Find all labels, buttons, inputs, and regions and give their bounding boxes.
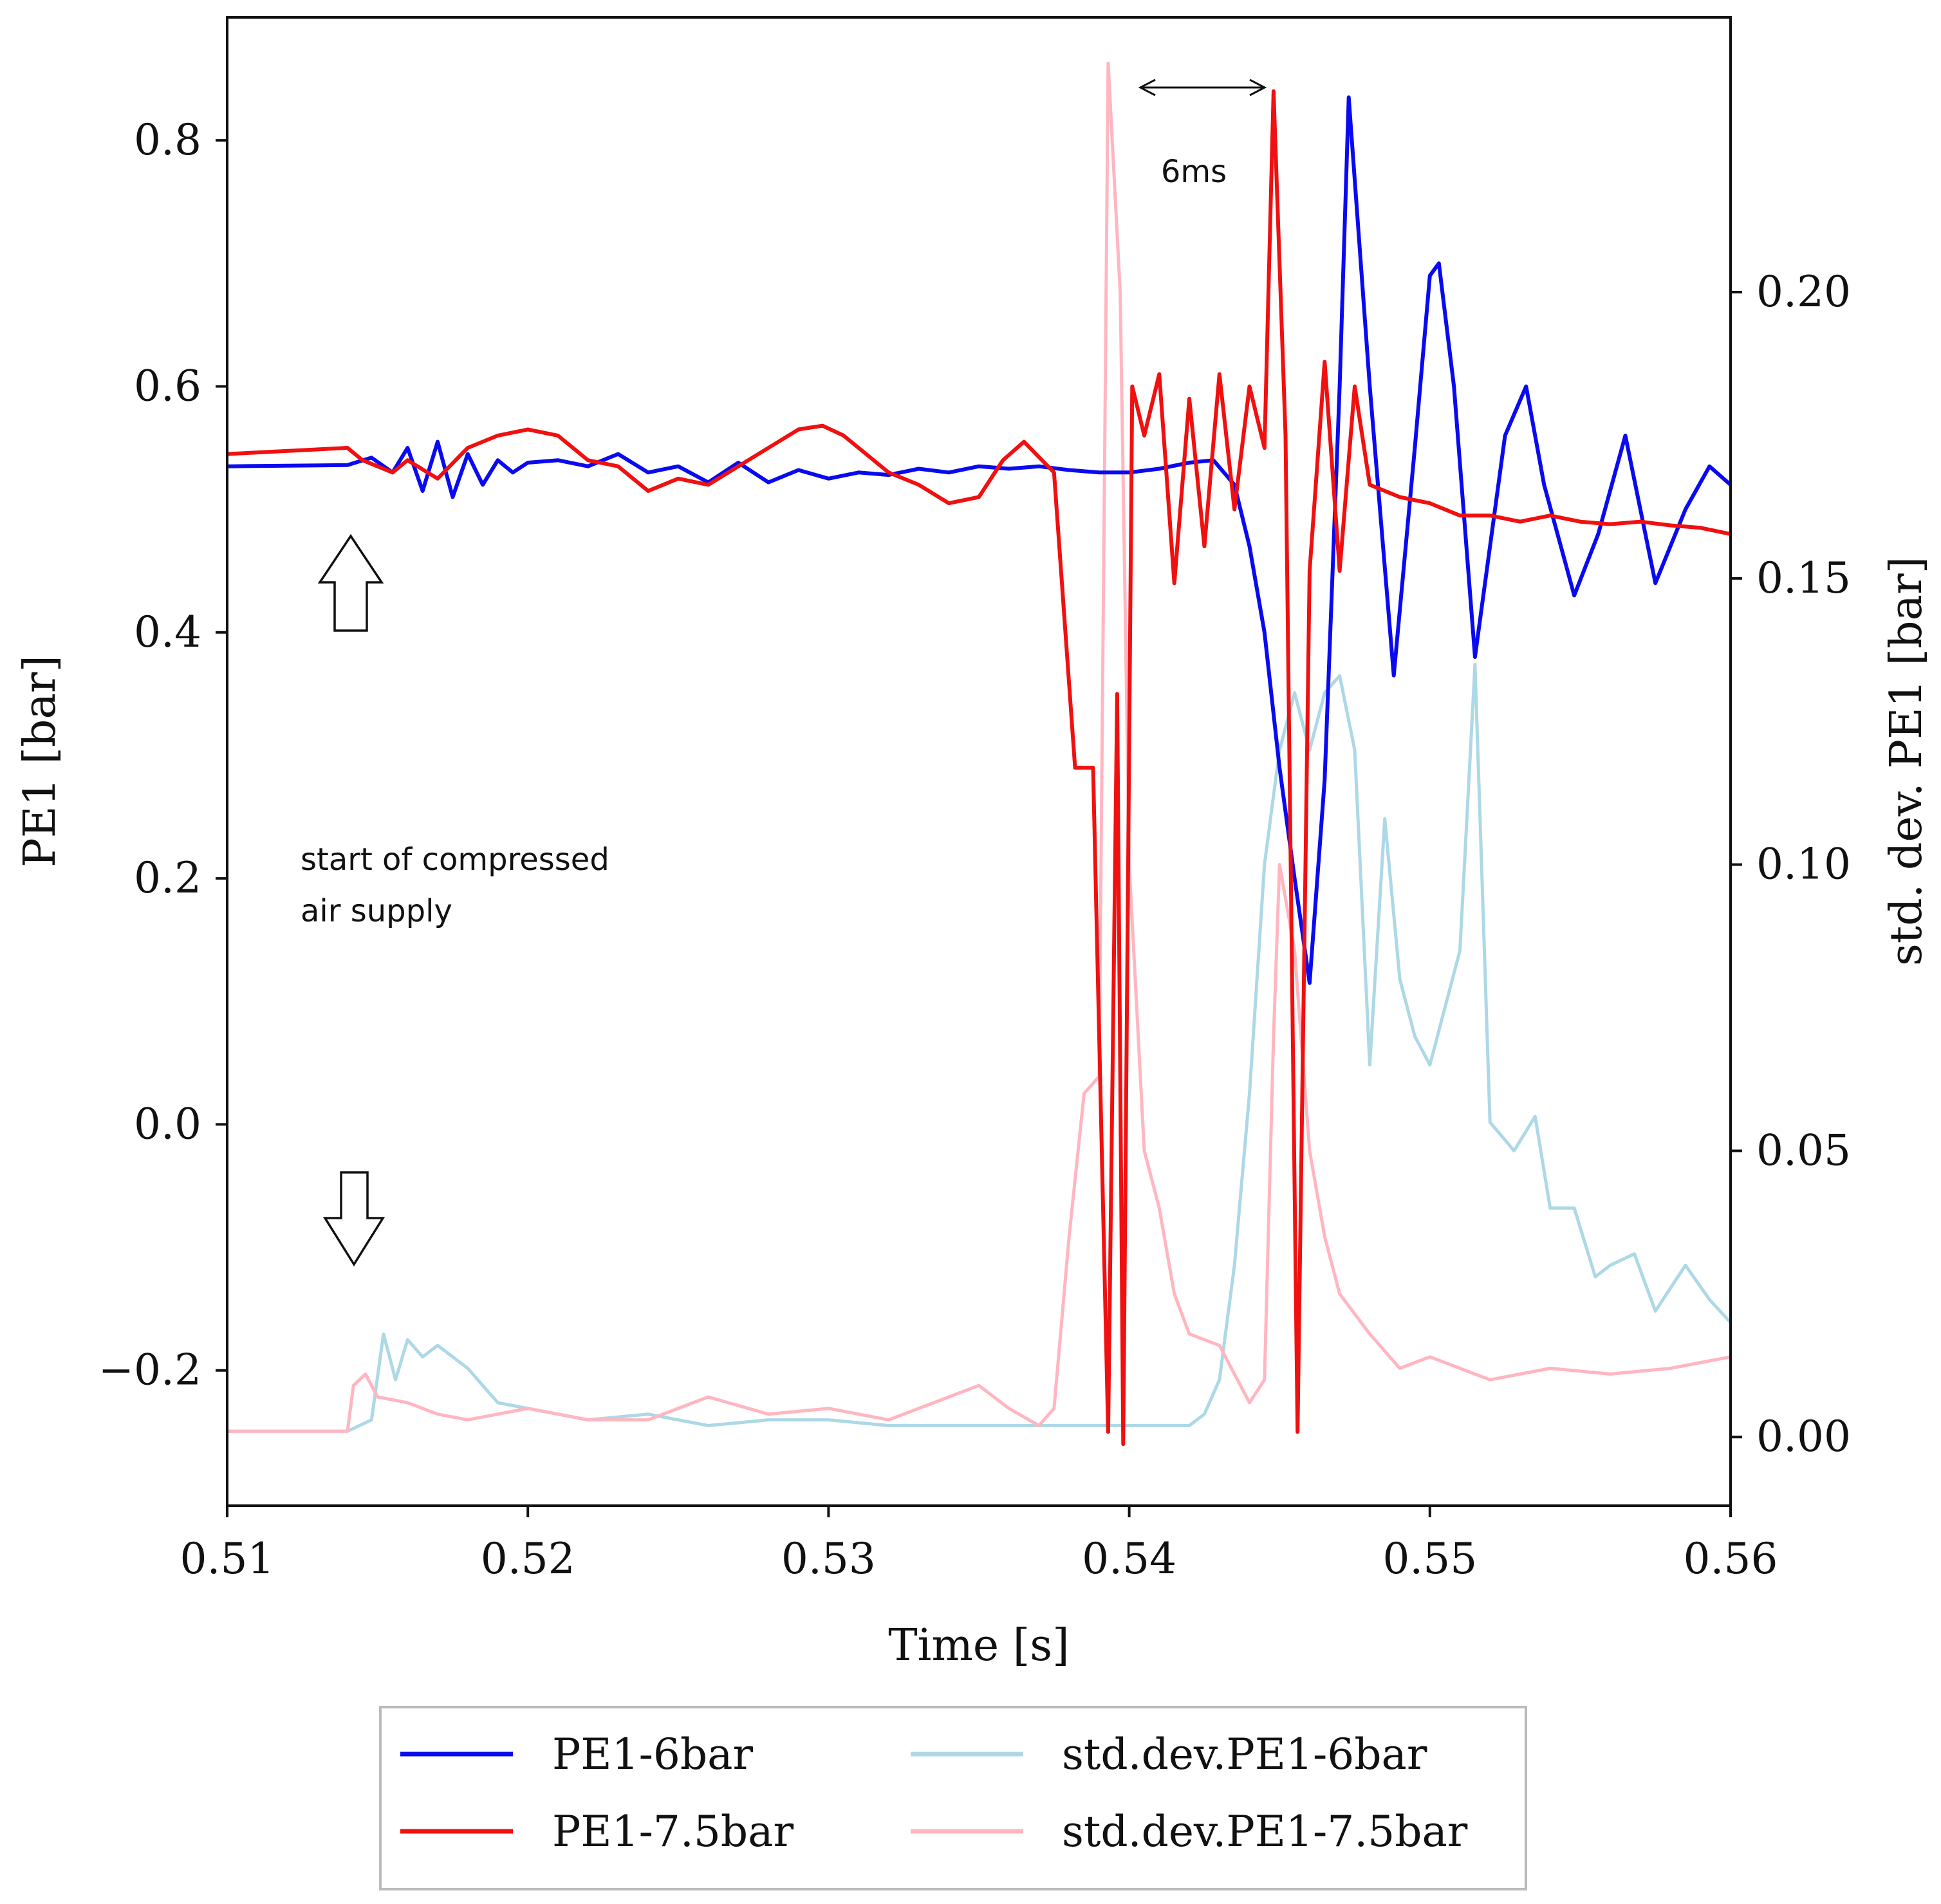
x-tick-label: 0.52 xyxy=(481,1534,575,1584)
x-tick-label: 0.55 xyxy=(1382,1534,1477,1584)
plot-frame xyxy=(226,16,1732,1507)
interval-double-arrow xyxy=(1138,79,1267,97)
legend-label-stddev-7-5bar: std.dev.PE1-7.5bar xyxy=(1062,1807,1468,1856)
right-y-tick-label: 0.20 xyxy=(1756,267,1851,317)
legend: PE1-6bar PE1-7.5bar std.dev.PE1-6bar std… xyxy=(379,1706,1527,1890)
series-line-std-dev-pe1-6bar xyxy=(227,662,1732,1433)
x-axis-title: Time [s] xyxy=(888,1620,1069,1671)
left-y-tick-label: 0.6 xyxy=(134,361,201,411)
left-y-axis-ticks: −0.2 0.0 0.2 0.4 0.6 0.8 xyxy=(98,115,227,1395)
up-arrow-icon xyxy=(317,533,384,632)
series-line-std-dev-pe1-7-5bar xyxy=(227,61,1731,1433)
interval-label: 6ms xyxy=(1161,154,1227,190)
right-y-axis-ticks: 0.00 0.05 0.10 0.15 0.20 xyxy=(1731,267,1851,1461)
down-arrow-icon xyxy=(322,1171,385,1267)
x-tick-label: 0.56 xyxy=(1684,1534,1778,1584)
x-tick-label: 0.53 xyxy=(781,1534,876,1584)
left-y-axis-title: PE1 [bar] xyxy=(15,655,66,867)
x-axis-ticks: 0.51 0.52 0.53 0.54 0.55 0.56 xyxy=(180,1506,1778,1584)
x-tick-label: 0.51 xyxy=(180,1534,275,1584)
legend-label-stddev-6bar: std.dev.PE1-6bar xyxy=(1062,1730,1427,1779)
legend-box xyxy=(379,1706,1527,1890)
left-y-tick-label: 0.2 xyxy=(134,853,201,903)
right-y-axis-title: std. dev. PE1 [bar] xyxy=(1881,557,1932,966)
right-y-tick-label: 0.15 xyxy=(1756,553,1851,603)
right-y-tick-label: 0.00 xyxy=(1756,1412,1851,1461)
start-annotation-line1: start of compressed xyxy=(301,842,609,878)
legend-label-pe1-6bar: PE1-6bar xyxy=(552,1730,753,1779)
right-y-tick-label: 0.05 xyxy=(1756,1125,1851,1175)
left-y-tick-label: 0.4 xyxy=(134,607,201,657)
series-line-pe1-6bar xyxy=(227,95,1732,985)
right-y-tick-label: 0.10 xyxy=(1756,840,1851,889)
left-y-tick-label: 0.0 xyxy=(134,1099,201,1149)
series-line-pe1-7-5bar xyxy=(227,89,1731,1446)
start-annotation-line2: air supply xyxy=(301,893,452,929)
left-y-tick-label: −0.2 xyxy=(98,1345,201,1395)
series-layer xyxy=(227,61,1732,1446)
x-tick-label: 0.54 xyxy=(1082,1534,1176,1584)
left-y-tick-label: 0.8 xyxy=(134,115,201,165)
legend-label-pe1-7-5bar: PE1-7.5bar xyxy=(552,1807,794,1856)
